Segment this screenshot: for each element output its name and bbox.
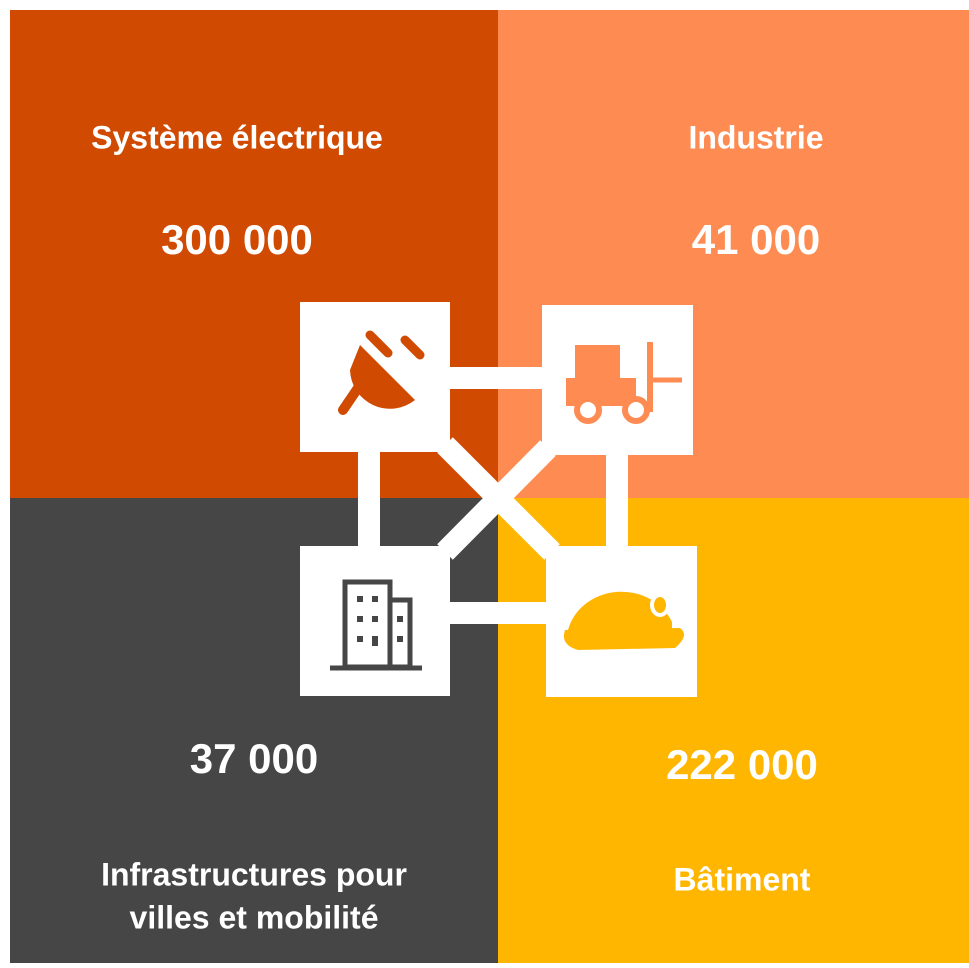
building-icon bbox=[330, 579, 422, 671]
quadrant-title: Bâtiment bbox=[674, 861, 811, 897]
connectors bbox=[358, 367, 628, 624]
quadrant-value: 222 000 bbox=[666, 741, 818, 788]
hardhat-icon bbox=[563, 591, 684, 650]
quadrant-title: Industrie bbox=[688, 119, 823, 155]
quadrant-value: 300 000 bbox=[161, 216, 313, 263]
quadrant-title: Infrastructures pour bbox=[101, 856, 407, 892]
plug-icon bbox=[338, 330, 425, 415]
quadrant-title: villes et mobilité bbox=[130, 899, 379, 935]
quadrant-value: 41 000 bbox=[692, 216, 820, 263]
quadrant-title: Système électrique bbox=[91, 119, 383, 155]
quadrant-value: 37 000 bbox=[190, 735, 318, 782]
forklift-icon bbox=[566, 342, 682, 424]
